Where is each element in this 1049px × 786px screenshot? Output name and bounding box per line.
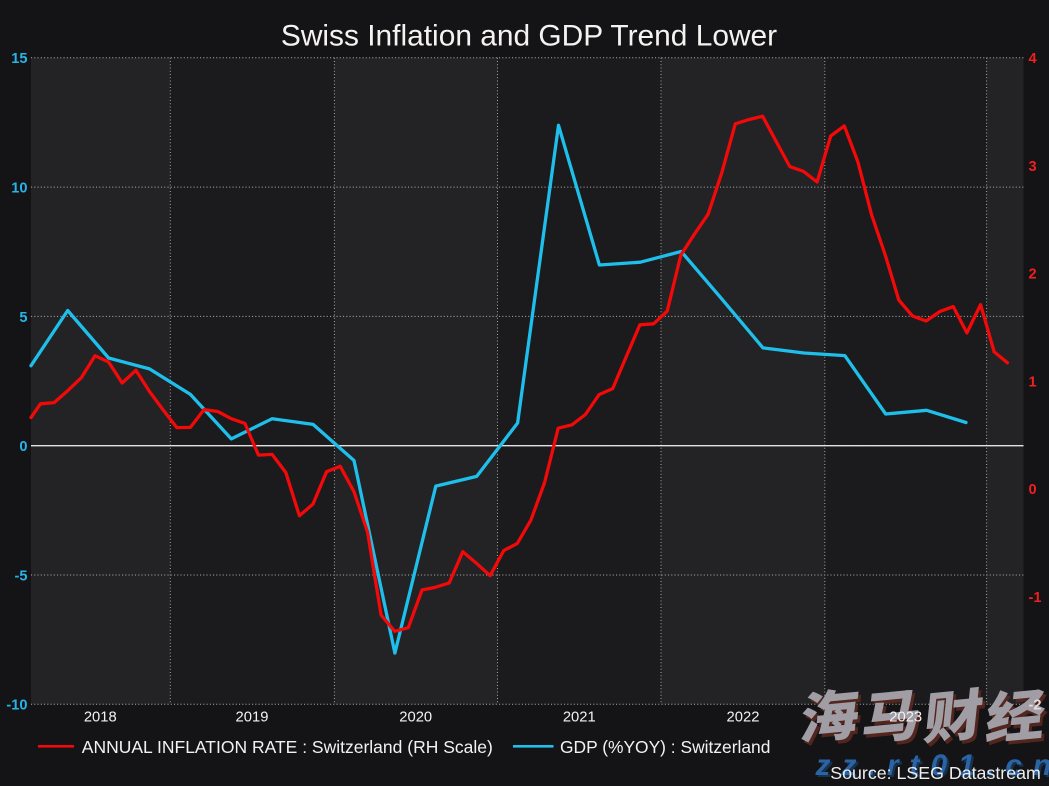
svg-text:GDP (%YOY) : Switzerland: GDP (%YOY) : Switzerland [560,737,770,757]
svg-text:2018: 2018 [84,710,117,726]
svg-text:0: 0 [1029,482,1037,498]
svg-text:2022: 2022 [727,710,760,726]
svg-text:2: 2 [1029,267,1037,283]
svg-text:-10: -10 [6,698,27,714]
svg-text:ANNUAL INFLATION RATE : Switze: ANNUAL INFLATION RATE : Switzerland (RH … [82,737,493,757]
svg-text:5: 5 [19,310,27,326]
svg-text:2021: 2021 [563,710,596,726]
svg-text:3: 3 [1029,159,1037,175]
svg-text:4: 4 [1029,51,1038,67]
svg-text:2023: 2023 [889,710,922,726]
svg-text:10: 10 [11,181,27,197]
svg-text:-5: -5 [15,568,28,584]
svg-text:15: 15 [11,51,27,67]
svg-text:-1: -1 [1029,590,1042,606]
svg-text:0: 0 [19,439,27,455]
svg-text:1: 1 [1029,374,1037,390]
svg-text:Swiss Inflation and GDP Trend: Swiss Inflation and GDP Trend Lower [281,20,777,53]
svg-text:Source: LSEG Datastream: Source: LSEG Datastream [830,763,1041,781]
svg-text:2020: 2020 [399,710,432,726]
svg-text:2019: 2019 [236,710,269,726]
svg-text:-2: -2 [1029,698,1042,714]
